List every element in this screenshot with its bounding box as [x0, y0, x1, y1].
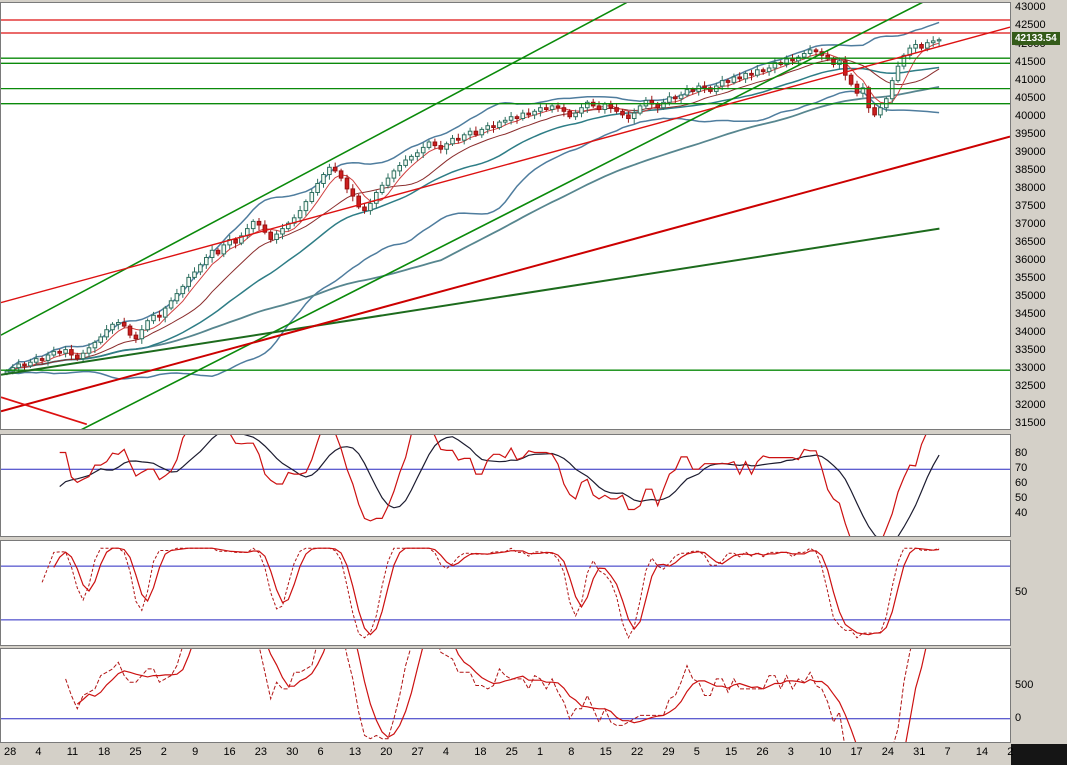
price-axis-label: 32500 [1015, 380, 1046, 393]
trend-line [1, 26, 1010, 304]
stochastic-indicator-panel[interactable] [0, 540, 1011, 646]
rsi-line [59, 435, 927, 536]
price-axis-label: 34500 [1015, 308, 1046, 321]
price-axis-label: 35000 [1015, 290, 1046, 303]
stochastic-k-line [41, 547, 940, 640]
momentum-indicator-panel[interactable] [0, 648, 1011, 743]
price-axis-label: 43000 [1015, 1, 1046, 14]
x-axis-strip [0, 744, 1011, 765]
price-axis-label: 38500 [1015, 163, 1046, 176]
price-axis-label: 41000 [1015, 73, 1046, 86]
ma5-line [6, 42, 940, 372]
momentum-signal-line [76, 649, 927, 742]
price-axis-label: 33000 [1015, 362, 1046, 375]
trend-line [1, 135, 1010, 413]
price-axis-label: 36000 [1015, 254, 1046, 267]
price-panel[interactable] [0, 2, 1011, 430]
price-axis-label: 40500 [1015, 91, 1046, 104]
price-axis-label: 31500 [1015, 416, 1046, 429]
price-axis-label: 34000 [1015, 326, 1046, 339]
stochastic-svg [1, 547, 1010, 640]
price-axis-label: 39500 [1015, 127, 1046, 140]
stochastic-d-line [53, 547, 940, 636]
last-price-tag: 42133.54 [1012, 31, 1060, 45]
rsi-axis-label: 50 [1015, 491, 1028, 504]
slow-ma-line [6, 86, 940, 373]
price-axis-label: 32000 [1015, 398, 1046, 411]
ma13-line [6, 58, 940, 372]
momentum-line [65, 649, 912, 742]
price-axis-label: 33500 [1015, 344, 1046, 357]
rsi-axis-label: 80 [1015, 447, 1028, 460]
rsi-axis-label: 40 [1015, 506, 1028, 519]
price-axis-label: 38000 [1015, 181, 1046, 194]
mom-axis-label: 500 [1015, 678, 1034, 691]
trend-line [1, 396, 88, 426]
price-axis-label: 36500 [1015, 236, 1046, 249]
trend-line [1, 3, 627, 336]
rsi-axis-label: 60 [1015, 477, 1028, 489]
price-axis-label: 39000 [1015, 145, 1046, 158]
rsi-svg [1, 435, 1010, 536]
price-axis-label: 35500 [1015, 272, 1046, 285]
bollinger-lower-line [6, 90, 940, 380]
mid-ma-line [6, 66, 940, 372]
rsi-axis-label: 70 [1015, 462, 1028, 475]
trend-line [1, 227, 940, 376]
bollinger-upper-line [6, 21, 940, 372]
price-axis-label: 40000 [1015, 109, 1046, 122]
momentum-svg [1, 649, 1010, 742]
price-axis-label: 37000 [1015, 218, 1046, 231]
trend-line [80, 3, 923, 429]
stoch-axis-label: 50 [1015, 586, 1028, 598]
rsi-signal-line [59, 435, 940, 536]
corner-box [1011, 744, 1067, 765]
candles-layer [4, 36, 942, 376]
price-axis-label: 37500 [1015, 199, 1046, 212]
price-chart-svg [1, 3, 1010, 429]
rsi-indicator-panel[interactable] [0, 434, 1011, 537]
price-axis-label: 42500 [1015, 19, 1046, 32]
mom-axis-label: 0 [1015, 711, 1022, 724]
price-axis-label: 41500 [1015, 55, 1046, 68]
